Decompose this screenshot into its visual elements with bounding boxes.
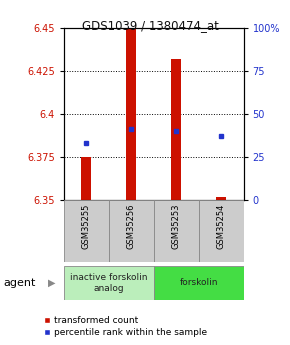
- Bar: [126, 28, 136, 200]
- Bar: [154, 266, 244, 300]
- Bar: [109, 200, 154, 262]
- Bar: [64, 200, 109, 262]
- Text: GSM35256: GSM35256: [127, 203, 136, 249]
- Bar: [154, 200, 199, 262]
- Bar: [216, 197, 226, 200]
- Text: forskolin: forskolin: [180, 278, 218, 287]
- Legend: transformed count, percentile rank within the sample: transformed count, percentile rank withi…: [39, 313, 211, 341]
- Text: GSM35253: GSM35253: [172, 203, 181, 249]
- Text: GSM35254: GSM35254: [217, 203, 226, 249]
- Bar: [64, 266, 154, 300]
- Bar: [171, 59, 181, 200]
- Text: agent: agent: [3, 278, 35, 288]
- Text: GDS1039 / 1380474_at: GDS1039 / 1380474_at: [82, 19, 219, 32]
- Text: ▶: ▶: [48, 278, 56, 288]
- Bar: [199, 200, 244, 262]
- Text: inactive forskolin
analog: inactive forskolin analog: [70, 273, 148, 293]
- Bar: [81, 157, 91, 200]
- Text: GSM35255: GSM35255: [82, 203, 91, 249]
